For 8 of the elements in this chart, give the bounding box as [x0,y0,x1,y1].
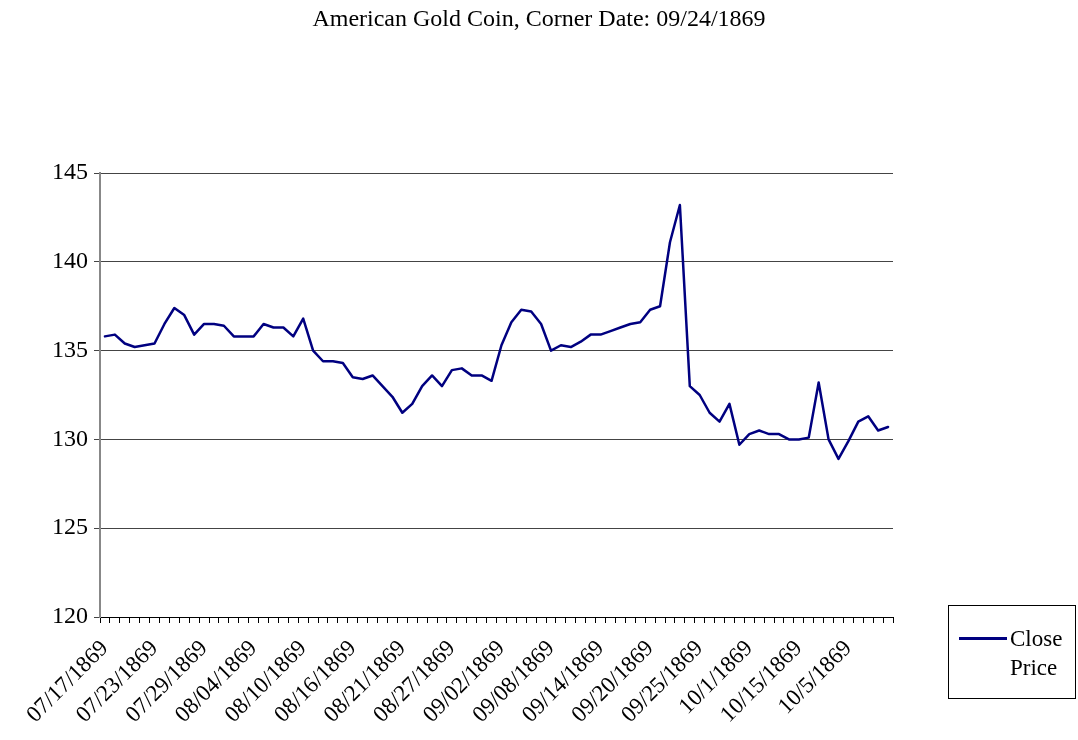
y-tick-label: 125 [52,513,88,540]
y-tick-label: 120 [52,602,88,629]
y-tick-label: 135 [52,335,88,362]
legend-label: Close Price [1010,625,1064,682]
y-tick-label: 130 [52,424,88,451]
chart-title: American Gold Coin, Corner Date: 09/24/1869 [311,4,767,32]
y-tick-label: 140 [52,247,88,274]
y-tick-label: 145 [52,158,88,185]
